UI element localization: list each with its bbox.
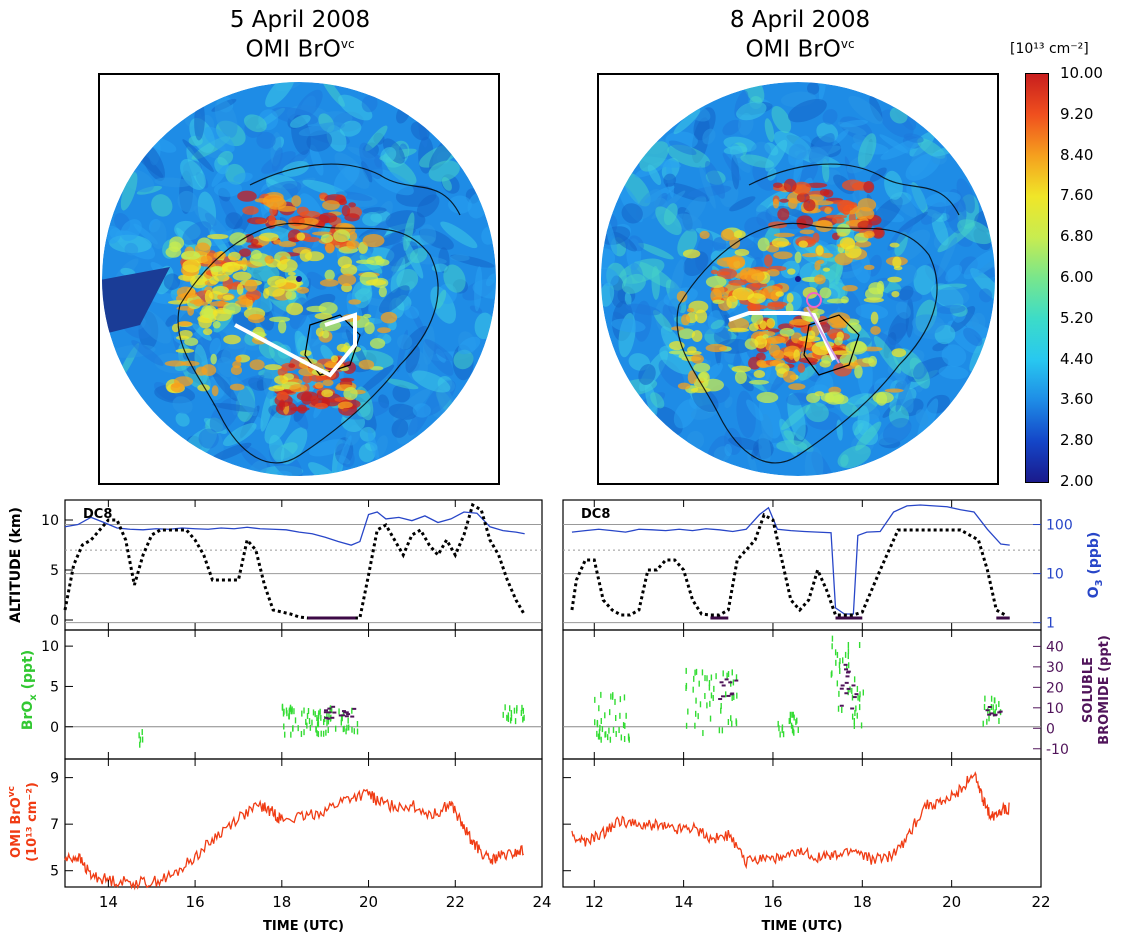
flight-track [234, 312, 357, 378]
o3-tick-label: 100 [1046, 518, 1073, 534]
coastline [249, 163, 461, 216]
altitude-line [570, 512, 1006, 617]
o3-tick-label: 10 [1046, 567, 1064, 583]
x-tick-label: 20 [942, 893, 961, 911]
bromide-tick-label: 0 [1046, 721, 1055, 737]
x-tick-label: 22 [1031, 893, 1050, 911]
coastline [748, 163, 960, 216]
panel-frame [64, 629, 543, 760]
colorbar-tick-label: 3.60 [1060, 390, 1094, 409]
panel-frame [562, 629, 1042, 760]
bromide-tick-label: 40 [1046, 639, 1064, 655]
x-tick-label: 18 [272, 893, 291, 911]
colorbar-unit: [10¹³ cm⁻²] [1010, 41, 1089, 57]
altitude-axis-label: ALTITUDE (km) [8, 507, 24, 623]
colorbar-tick-label: 9.20 [1060, 104, 1094, 123]
y-tick-label: 5 [50, 864, 59, 880]
bromide-axis-label-line2: BROMIDE (ppt) [1097, 635, 1112, 745]
omi-bro-line [64, 788, 525, 891]
coastline [304, 314, 361, 376]
polar-map-left [102, 82, 496, 476]
sonde-track [806, 306, 840, 364]
bromide-tick-label: 20 [1046, 680, 1064, 696]
bromide-tick-label: 30 [1046, 660, 1064, 676]
bromide-tick-label: -10 [1046, 742, 1069, 758]
coastline [803, 314, 860, 376]
colorbar-tick-label: 7.60 [1060, 186, 1094, 205]
x-tick-label: 18 [853, 893, 872, 911]
colorbar [1025, 73, 1049, 483]
x-tick-label: 12 [585, 893, 604, 911]
o3-line [571, 504, 1010, 615]
map-title-left: 5 April 2008 OMI BrOvc [140, 8, 460, 62]
north-pole-marker [795, 276, 801, 282]
map-product-left: OMI BrOvc [245, 36, 355, 63]
x-tick-label: 24 [532, 893, 551, 911]
x-tick-label: 16 [763, 893, 782, 911]
y-tick-label: 0 [50, 720, 59, 736]
map-panel-right [597, 73, 999, 485]
o3-line [64, 511, 525, 546]
panel-frame [562, 758, 1042, 888]
x-tick-label: 14 [99, 893, 118, 911]
omi-bro-line [571, 771, 1010, 870]
map-gap [102, 267, 170, 335]
map-date-left: 5 April 2008 [229, 7, 371, 33]
panel-frame [562, 499, 1042, 631]
y-tick-label: 10 [41, 513, 59, 529]
colorbar-tick-label: 4.40 [1060, 349, 1094, 368]
x-tick-label: 14 [674, 893, 693, 911]
y-tick-label: 5 [50, 679, 59, 695]
aircraft-label: DC8 [83, 507, 112, 522]
colorbar-tick-label: 2.00 [1060, 472, 1094, 490]
y-tick-label: 9 [50, 771, 59, 787]
y-tick-label: 5 [50, 563, 59, 579]
north-pole-marker [296, 276, 302, 282]
x-tick-label: 22 [446, 893, 465, 911]
x-tick-label: 20 [359, 893, 378, 911]
panel-frame [64, 499, 543, 631]
o3-tick-label: 1 [1046, 616, 1055, 632]
x-axis-label: TIME (UTC) [263, 919, 344, 933]
colorbar-tick-label: 10.00 [1060, 64, 1103, 82]
colorbar-tick-label: 2.80 [1060, 431, 1094, 450]
altitude-line [63, 502, 526, 620]
polar-map-right [601, 82, 995, 476]
colorbar-tick-label: 6.80 [1060, 227, 1094, 246]
bromide-tick-label: 10 [1046, 701, 1064, 717]
brox-axis-label: BrOx (ppt) [20, 650, 39, 730]
map-title-right: 8 April 2008 OMI BrOvc [640, 8, 960, 62]
colorbar-tick-label: 8.40 [1060, 145, 1094, 164]
map-panel-left [98, 73, 500, 485]
x-axis-label: TIME (UTC) [762, 919, 843, 933]
bromide-axis-label-line1: SOLUBLE [1081, 657, 1096, 723]
map-date-right: 8 April 2008 [729, 7, 871, 33]
y-tick-label: 10 [41, 639, 59, 655]
aircraft-label: DC8 [581, 507, 610, 522]
map-product-right: OMI BrOvc [745, 36, 855, 63]
omi-axis-label-line2: (10¹³ cm⁻²) [25, 782, 40, 862]
coastline [676, 223, 938, 464]
x-tick-label: 16 [186, 893, 205, 911]
coastline [177, 223, 439, 464]
colorbar-tick-label: 6.00 [1060, 268, 1094, 286]
map-disk [601, 82, 995, 476]
map-disk [102, 82, 496, 476]
sonde-marker [806, 292, 822, 308]
colorbar-tick-label: 5.20 [1060, 308, 1094, 327]
o3-axis-label: O3 (ppb) [1086, 532, 1105, 599]
omi-axis-label-line1: OMI BrOvc [7, 786, 24, 858]
y-tick-label: 7 [50, 817, 59, 833]
y-tick-label: 0 [50, 613, 59, 629]
panel-frame [64, 758, 543, 888]
